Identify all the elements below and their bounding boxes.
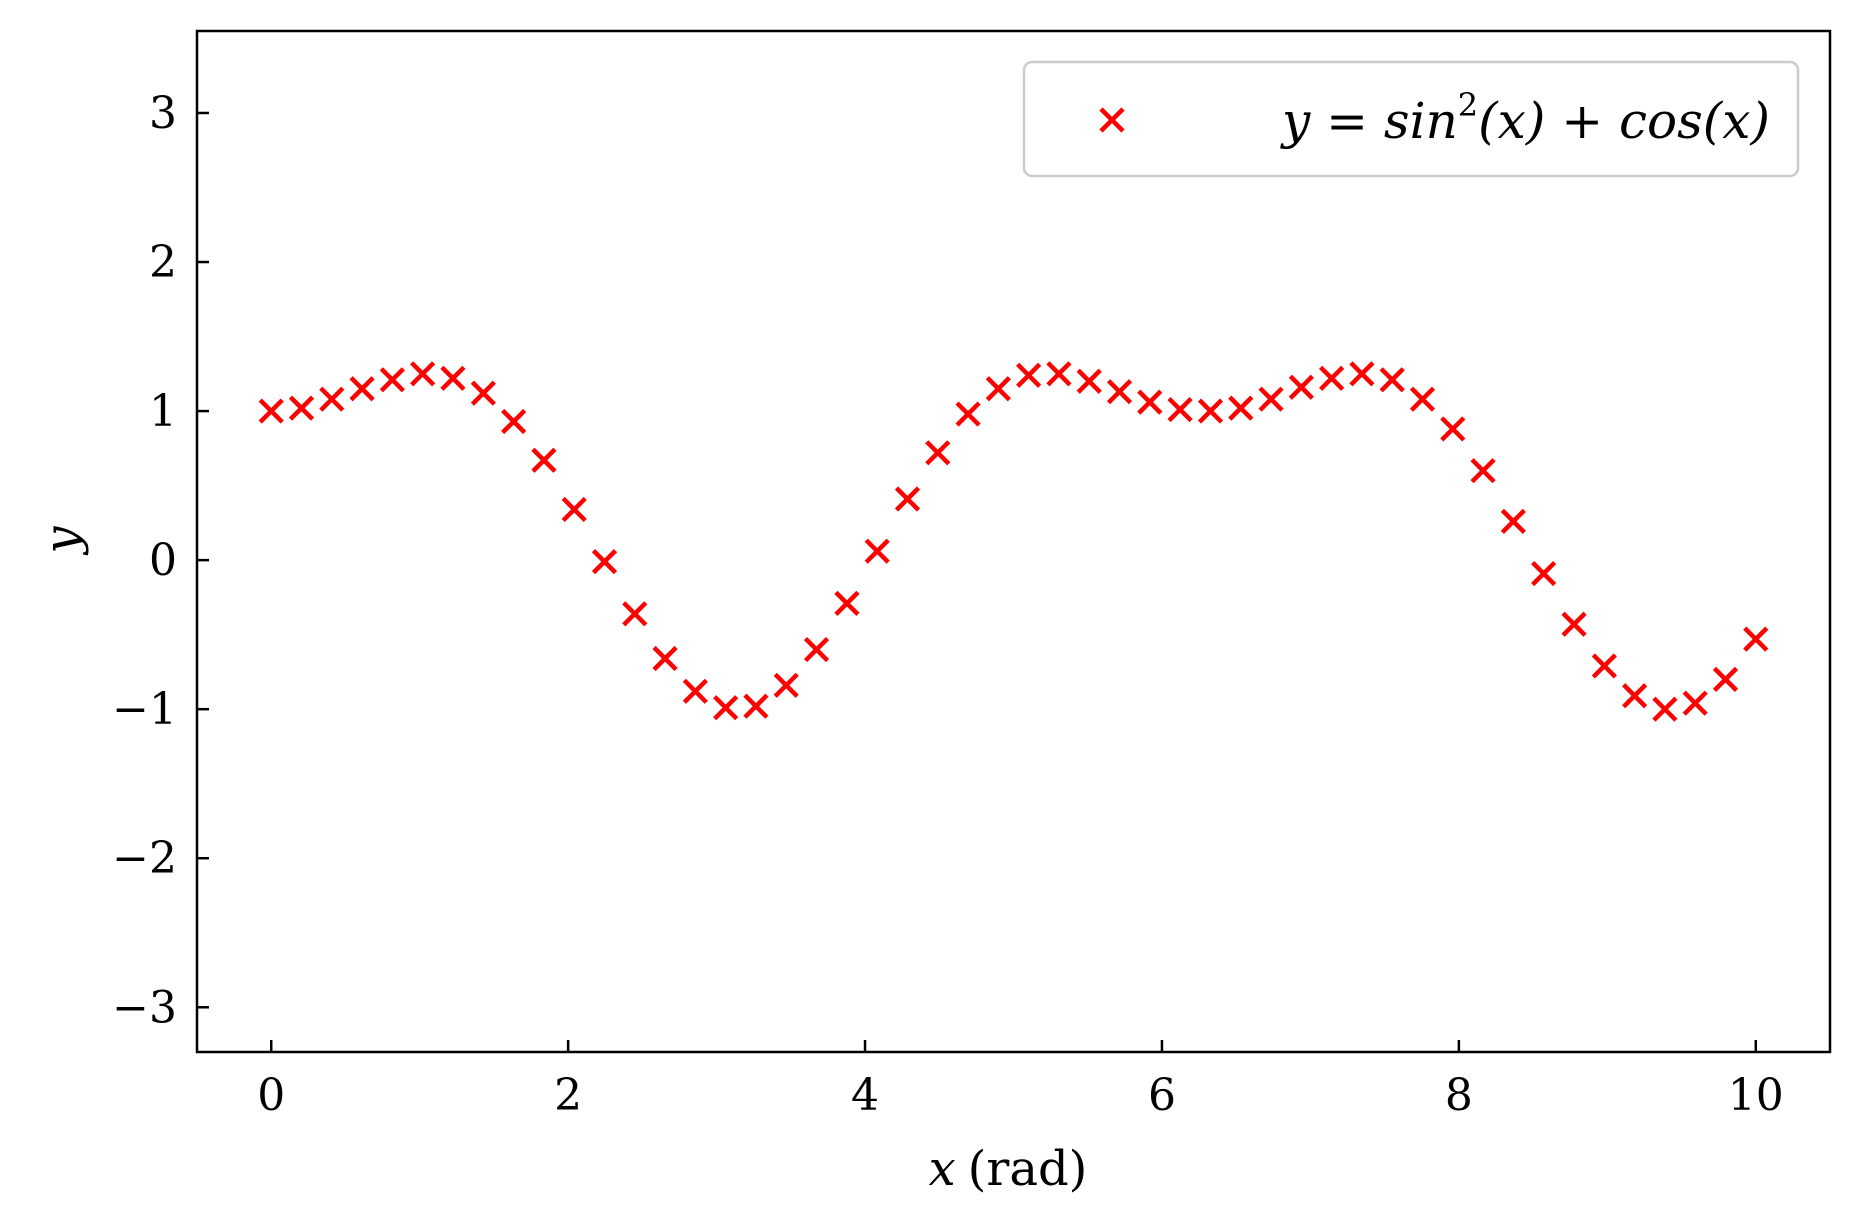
x-axis-label-unit: (rad) (968, 1141, 1088, 1197)
x-tick-label: 0 (257, 1070, 285, 1121)
legend-marker (1099, 107, 1125, 133)
plot-frame (195, 29, 1832, 1054)
data-point (1137, 389, 1163, 415)
data-point (1319, 365, 1345, 391)
data-point (1076, 368, 1102, 394)
y-tick-label: −2 (112, 833, 177, 884)
data-point (288, 395, 315, 421)
data-point (1470, 458, 1496, 484)
x-tick-label: 8 (1445, 1070, 1473, 1121)
data-point (470, 380, 496, 406)
data-point (864, 538, 890, 564)
x-axis-label-var: x (929, 1141, 956, 1197)
data-point (561, 496, 587, 523)
data-point (1712, 666, 1739, 692)
data-point (803, 636, 830, 663)
y-tick-label: −3 (112, 982, 177, 1033)
data-point (894, 486, 921, 512)
data-point (1409, 386, 1436, 412)
data-point (319, 386, 345, 412)
data-point (1652, 696, 1678, 722)
data-point (591, 549, 618, 575)
legend: y = sin2(x) + cos(x) (1022, 60, 1800, 178)
y-tick-label: 3 (149, 88, 177, 139)
data-point (1379, 367, 1405, 393)
legend-box (1022, 60, 1800, 178)
data-point (1743, 626, 1769, 652)
data-point (773, 672, 799, 698)
data-point (652, 645, 678, 672)
y-tick-label: 1 (149, 386, 177, 437)
data-point (1046, 361, 1072, 387)
data-point (925, 440, 951, 466)
legend-label-sup: 2 (1458, 86, 1478, 124)
data-point (1349, 361, 1375, 387)
legend-label: y = sin2(x) + cos(x) (1280, 86, 1770, 150)
data-point (1531, 560, 1557, 587)
x-axis-label: x (rad) (929, 1141, 1088, 1197)
data-point (349, 376, 375, 402)
data-point (1682, 690, 1708, 716)
data-point (682, 678, 708, 704)
data-point (440, 365, 466, 391)
data-point (1197, 398, 1224, 424)
data-point (1016, 362, 1042, 388)
data-point (622, 601, 648, 627)
data-point (1561, 611, 1587, 637)
data-point (410, 361, 436, 387)
y-axis-label: y (34, 526, 90, 556)
x-tick-label: 6 (1148, 1070, 1176, 1121)
data-point (834, 590, 860, 616)
x-tick-label: 10 (1728, 1070, 1784, 1121)
data-point (258, 398, 284, 424)
x-tick-label: 2 (554, 1070, 582, 1121)
x-ticks: 0 2 4 6 8 10 (257, 1040, 1784, 1121)
y-tick-label: 2 (149, 237, 177, 288)
data-point (1288, 374, 1314, 400)
data-point (501, 408, 527, 435)
data-points (258, 361, 1769, 722)
data-point (1258, 386, 1284, 412)
data-point (1591, 653, 1617, 679)
y-tick-label: −1 (112, 684, 177, 735)
data-point (379, 367, 405, 393)
data-point (1106, 379, 1133, 405)
data-point (743, 693, 769, 719)
data-point (1167, 396, 1193, 423)
data-point (531, 447, 557, 473)
x-tick-label: 4 (851, 1070, 879, 1121)
data-point (955, 401, 981, 427)
legend-label-rest: (x) + cos(x) (1478, 92, 1770, 150)
data-point (985, 376, 1011, 402)
data-point (713, 695, 739, 721)
data-point (1622, 683, 1648, 709)
data-point (1500, 508, 1526, 534)
data-point (1440, 416, 1466, 442)
legend-label-base: y = sin (1280, 92, 1458, 150)
y-ticks: −3 −2 −1 0 1 2 3 (112, 88, 209, 1033)
data-point (1228, 395, 1254, 421)
y-tick-label: 0 (149, 535, 177, 586)
